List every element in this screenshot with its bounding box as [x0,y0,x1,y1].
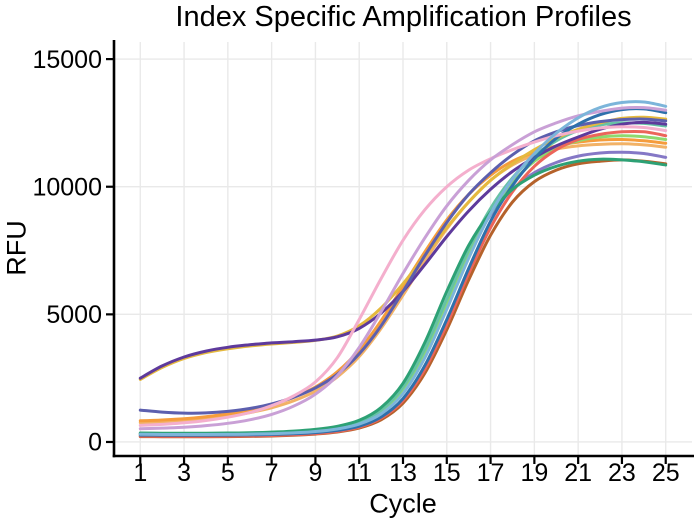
x-tick-label: 21 [564,459,592,487]
x-tick-label: 19 [520,459,548,487]
x-tick-label: 3 [177,459,191,487]
x-axis-label: Cycle [369,488,437,519]
series-line-sky-blue [138,100,668,436]
x-tick-label: 1 [133,459,147,487]
x-tick-label: 23 [608,459,636,487]
x-tick-label: 25 [652,459,680,487]
y-tick-label: 10000 [32,173,102,201]
y-axis-label: RFU [1,220,32,276]
x-tick-label: 11 [346,459,372,487]
series-line-plum [138,105,668,431]
chart-title: Index Specific Amplification Profiles [175,1,632,33]
y-tick-label: 5000 [46,301,102,329]
x-tick-label: 7 [265,459,279,487]
series-line-pink [138,125,668,427]
x-tick-label: 5 [221,459,235,487]
y-tick-label: 0 [88,429,102,457]
x-tick-label: 15 [433,459,461,487]
x-tick-label: 17 [477,459,505,487]
x-tick-label: 13 [389,459,417,487]
x-tick-label: 9 [308,459,322,487]
y-tick-label: 15000 [32,46,102,74]
